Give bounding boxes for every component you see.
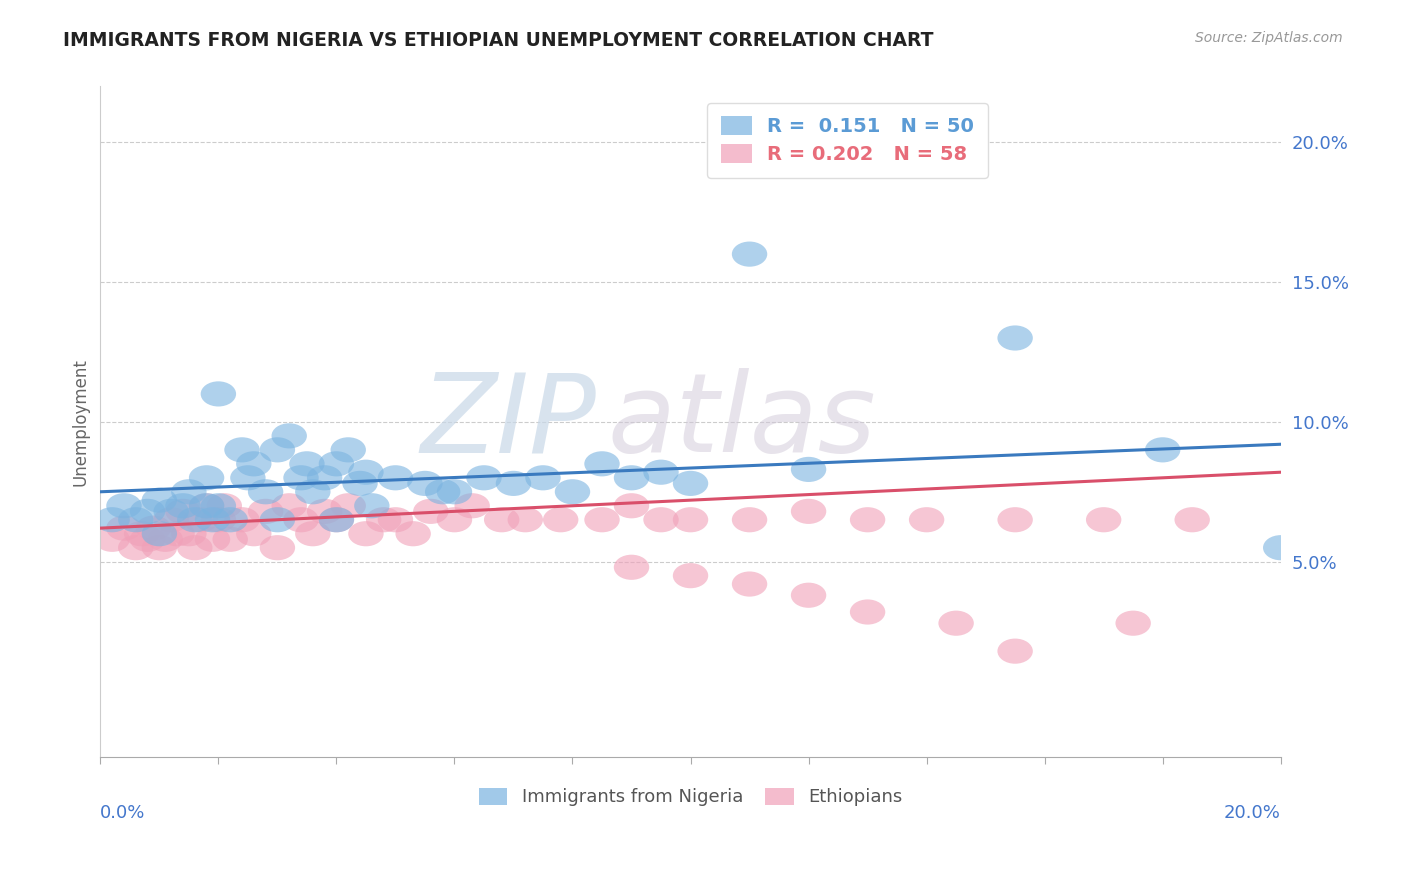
Text: atlas: atlas bbox=[607, 368, 876, 475]
Y-axis label: Unemployment: Unemployment bbox=[72, 358, 89, 486]
Text: Source: ZipAtlas.com: Source: ZipAtlas.com bbox=[1195, 31, 1343, 45]
Text: 0.0%: 0.0% bbox=[100, 805, 146, 822]
Legend: Immigrants from Nigeria, Ethiopians: Immigrants from Nigeria, Ethiopians bbox=[470, 779, 911, 815]
Text: 20.0%: 20.0% bbox=[1223, 805, 1281, 822]
Text: IMMIGRANTS FROM NIGERIA VS ETHIOPIAN UNEMPLOYMENT CORRELATION CHART: IMMIGRANTS FROM NIGERIA VS ETHIOPIAN UNE… bbox=[63, 31, 934, 50]
Text: ZIP: ZIP bbox=[420, 368, 596, 475]
